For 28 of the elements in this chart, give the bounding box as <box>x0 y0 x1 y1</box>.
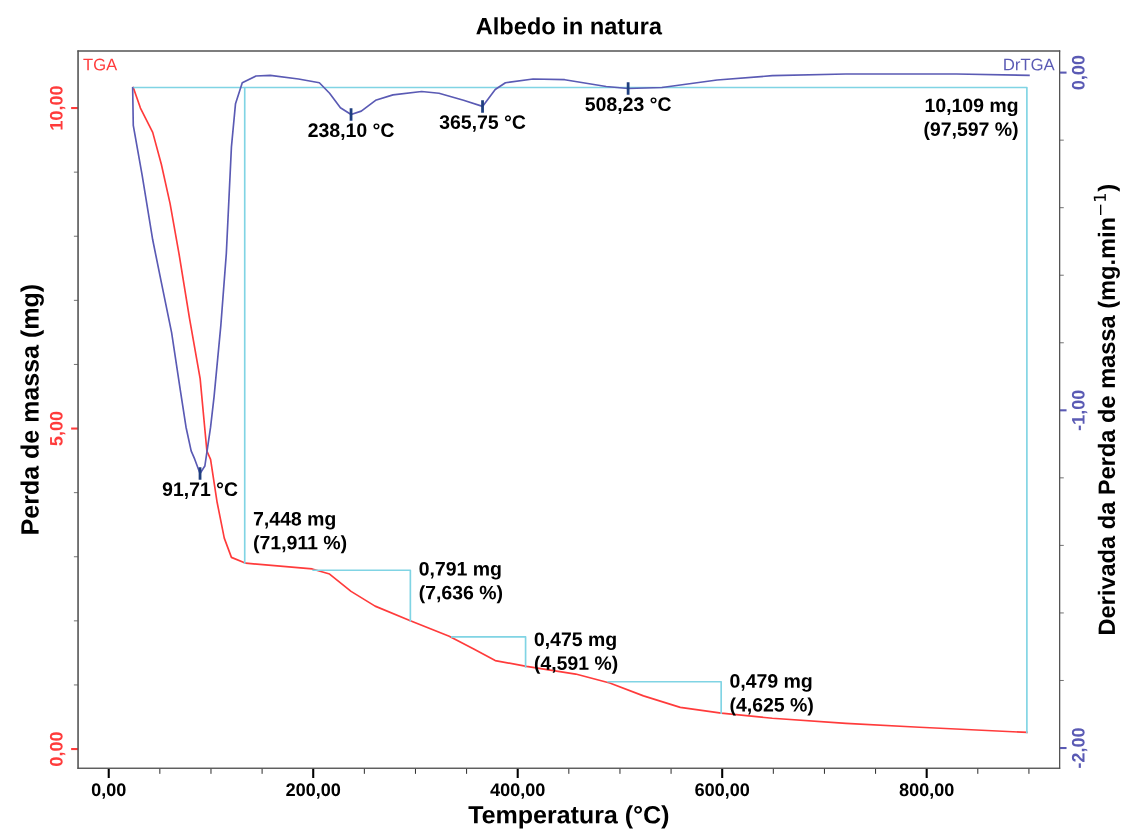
annotation: 238,10 °C <box>308 123 394 140</box>
line-series <box>131 73 1030 475</box>
line-series <box>132 86 1028 734</box>
series-label: TGA <box>83 58 118 71</box>
x-tick-label: 800,00 <box>899 783 954 799</box>
y2-tick-label: -2,00 <box>1071 728 1088 768</box>
annotation: 0,479 mg (4,625 %) <box>730 674 813 716</box>
annotation: 365,75 °C <box>439 115 526 132</box>
annotation: 10,109 mg (97,597 %) <box>924 98 1018 140</box>
series-label: DrTGA <box>1004 58 1055 71</box>
y2-tick-label: 0,00 <box>1071 55 1088 90</box>
x-tick-label: 600,00 <box>695 783 750 799</box>
annotation: 0,475 mg (4,591 %) <box>534 632 618 674</box>
annotation: 7,448 mg (71,911 %) <box>253 511 347 554</box>
x-tick-label: 0,00 <box>91 783 126 799</box>
annotation: 91,71 °C <box>162 482 238 499</box>
y2-tick-label: -1,00 <box>1071 390 1088 431</box>
x-tick-label: 400,00 <box>490 783 545 799</box>
y-axis-title: Perda de massa (mg) <box>20 285 44 534</box>
y2-axis-title: Derivada da Perda de massa (mg.min$^{−1}$) <box>1093 185 1120 635</box>
annotation: 0,791 mg (7,636 %) <box>419 561 503 604</box>
x-tick-label: 200,00 <box>286 783 341 799</box>
y-tick-label: 0,00 <box>49 732 66 766</box>
y-tick-label: 5,00 <box>49 411 66 446</box>
chart-title: Albedo in natura <box>476 17 663 35</box>
y-tick-label: 10,00 <box>49 86 66 130</box>
annotation: 508,23 °C <box>585 97 671 114</box>
x-axis-title: Temperatura (°C) <box>468 805 669 829</box>
